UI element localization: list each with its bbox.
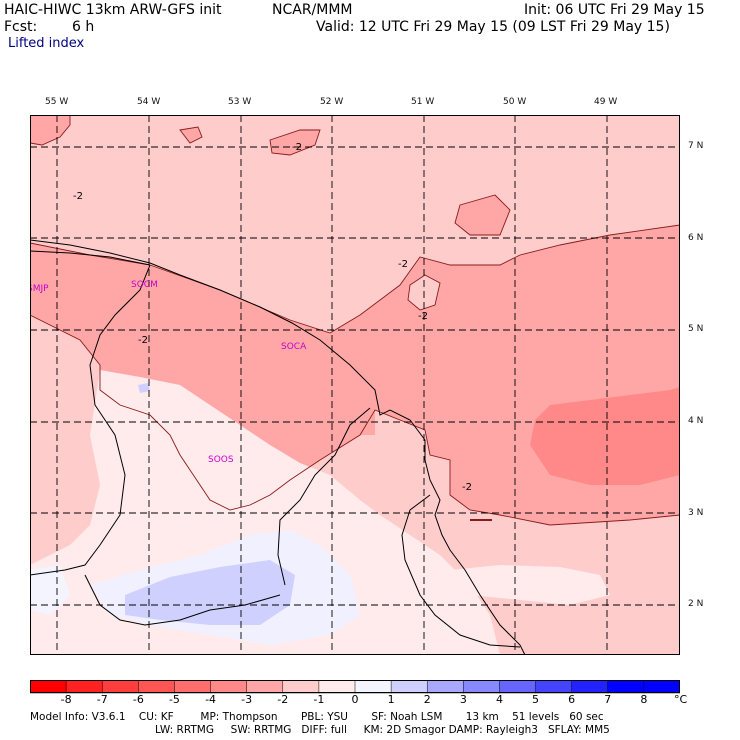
contour-label: -2 [138,335,148,346]
colorbar-tick-label: -5 [168,693,180,706]
valid-time: Valid: 12 UTC Fri 29 May 15 (09 LST Fri … [316,19,670,35]
lon-label: 54 W [137,97,161,107]
colorbar-cell [571,680,609,694]
field-band [138,383,150,393]
field-band [530,387,680,485]
map-canvas: -2 -2 -2 -2 -2 -2 SMJP SOCM SOCA SOOS [27,114,681,656]
org-label: NCAR/MMM [272,2,353,18]
coastlines-borders [29,239,526,656]
model-info-line-2: LW: RRTMG SW: RRTMG DIFF: full KM: 2D Sm… [155,724,610,736]
contour-label: -2 [462,482,472,493]
colorbar-cell [354,680,392,694]
colorbar-tick-label: 6 [568,693,576,706]
colorbar-cell [535,680,573,694]
field-band [125,560,295,625]
lon-label: 52 W [320,97,344,107]
colorbar-cell [463,680,501,694]
lat-label: 2 N [688,599,704,609]
field-name: Lifted index [8,36,85,51]
colorbar-tick-label: -6 [132,693,144,706]
colorbar-tick-label: 2 [423,693,431,706]
colorbar-tick-label: -2 [277,693,289,706]
forecast-hours: 6 h [72,19,95,35]
colorbar-cell [210,680,248,694]
lat-label: 7 N [688,141,704,151]
colorbar-cell [607,680,645,694]
colorbar-tick-label: 3 [459,693,467,706]
colorbar-tick-label: -1 [313,693,325,706]
colorbar-cell [101,680,140,694]
field-band [30,115,70,145]
lon-label: 49 W [594,97,618,107]
field-band [30,565,70,615]
lat-label: 4 N [688,416,704,426]
colorbar-cell [65,680,103,694]
model-info-line-1: Model Info: V3.6.1 CU: KF MP: Thompson P… [30,711,604,723]
colorbar-cell [499,680,537,694]
forecast-label: Fcst: [4,19,38,35]
colorbar-tick-label: 4 [495,693,503,706]
colorbar-cell [643,680,680,694]
field-band [455,195,510,235]
colorbar-tick-label: 5 [532,693,540,706]
lat-label: 5 N [688,324,704,334]
colorbar [30,680,680,694]
lat-label: 3 N [688,508,704,518]
station-label: SMJP [30,284,49,294]
colorbar-tick-label: 7 [604,693,612,706]
colorbar-cell [318,680,356,694]
lon-label: 50 W [503,97,527,107]
colorbar-cell [30,680,67,694]
colorbar-tick-label: -3 [241,693,253,706]
field-band [450,565,610,605]
colorbar-cell [246,680,284,694]
station-label: SOOS [208,455,234,465]
colorbar-tick-label: 0 [351,693,359,706]
lat-label: 6 N [688,233,704,243]
colorbar-tick-label: 1 [387,693,395,706]
lon-label: 55 W [45,97,69,107]
init-time: Init: 06 UTC Fri 29 May 15 [524,2,705,18]
contour-label: -2 [73,191,83,202]
colorbar-unit: °C [674,693,688,706]
station-label: SOCM [131,280,158,290]
lon-label: 51 W [411,97,435,107]
lifted-index-map: -2 -2 -2 -2 -2 -2 SMJP SOCM SOCA SOOS [27,114,681,656]
colorbar-tick-label: -7 [96,693,108,706]
contour-label: -2 [418,311,428,322]
lon-label: 53 W [228,97,252,107]
contour-label: -2 [398,259,408,270]
colorbar-cell [390,680,428,694]
colorbar-tick-label: 8 [640,693,648,706]
map-frame [30,115,680,655]
colorbar-cell [174,680,212,694]
lat-lon-grid [30,115,680,655]
field-band [180,127,202,143]
colorbar-cell [138,680,176,694]
contour-label: -2 [292,142,302,153]
colorbar-cell [426,680,465,694]
model-title: HAIC-HIWC 13km ARW-GFS init [4,2,222,18]
colorbar-cell [282,680,320,694]
station-label: SOCA [281,342,307,352]
colorbar-tick-label: -4 [205,693,217,706]
colorbar-tick-label: -8 [60,693,72,706]
